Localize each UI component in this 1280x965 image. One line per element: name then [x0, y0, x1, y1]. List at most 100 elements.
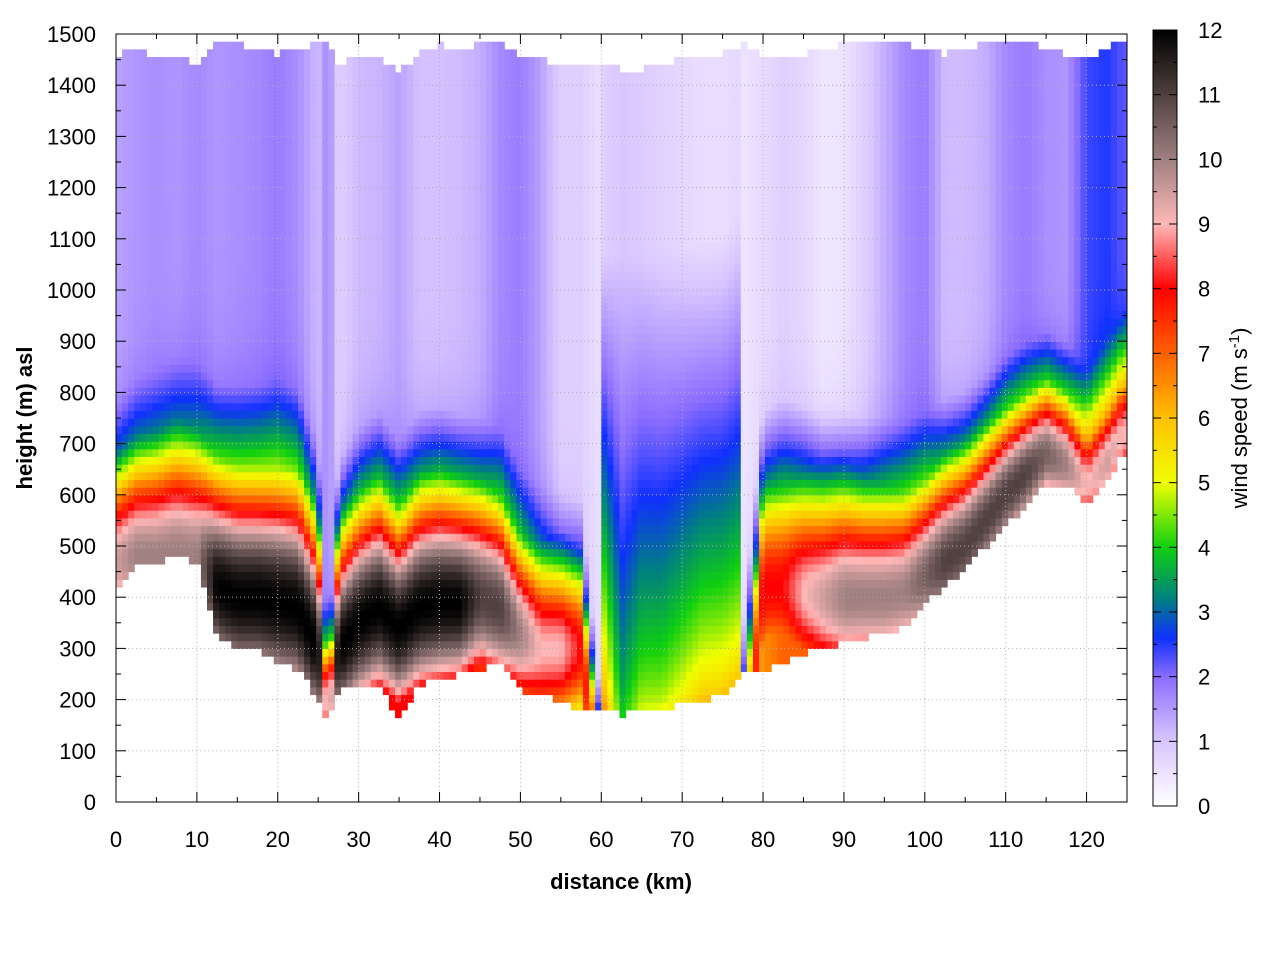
heatmap-cell: [213, 341, 220, 350]
heatmap-cell: [449, 249, 457, 258]
heatmap-cell: [358, 325, 366, 335]
heatmap-cell: [255, 256, 263, 265]
heatmap-cell: [304, 80, 311, 89]
heatmap-cell: [461, 318, 469, 327]
heatmap-cell: [176, 548, 184, 557]
heatmap-cell: [316, 648, 323, 657]
heatmap-cell: [486, 72, 493, 81]
heatmap-cell: [170, 325, 178, 335]
heatmap-cell: [122, 510, 129, 519]
heatmap-cell: [498, 202, 505, 212]
heatmap-cell: [479, 418, 487, 427]
heatmap-cell: [395, 533, 402, 542]
heatmap-cell: [213, 387, 220, 396]
heatmap-cell: [225, 371, 232, 381]
heatmap-cell: [316, 110, 323, 120]
heatmap-cell: [279, 126, 287, 135]
heatmap-cell: [297, 348, 305, 358]
heatmap-cell: [128, 103, 135, 112]
heatmap-cell: [467, 610, 475, 619]
heatmap-cell: [455, 464, 463, 473]
heatmap-cell: [467, 87, 475, 97]
heatmap-cell: [498, 425, 505, 434]
heatmap-cell: [364, 594, 372, 603]
heatmap-cell: [364, 479, 372, 488]
heatmap-cell: [419, 218, 426, 227]
heatmap-cell: [479, 602, 487, 611]
heatmap-cell: [176, 333, 184, 342]
heatmap-cell: [461, 264, 469, 273]
heatmap-cell: [382, 410, 390, 419]
heatmap-cell: [219, 410, 226, 419]
heatmap-cell: [249, 617, 257, 626]
heatmap-cell: [297, 563, 305, 573]
heatmap-cell: [455, 379, 463, 388]
heatmap-cell: [273, 371, 281, 381]
heatmap-cell: [467, 364, 475, 373]
heatmap-cell: [267, 348, 275, 358]
heatmap-cell: [401, 594, 408, 603]
heatmap-cell: [182, 487, 190, 496]
heatmap-cell: [128, 418, 135, 427]
heatmap-cell: [152, 80, 160, 89]
heatmap-cell: [200, 195, 208, 204]
heatmap-cell: [376, 325, 384, 335]
heatmap-cell: [395, 387, 402, 396]
heatmap-cell: [492, 325, 499, 335]
heatmap-cell: [279, 387, 287, 396]
heatmap-cell: [486, 379, 493, 388]
heatmap-cell: [504, 610, 511, 619]
heatmap-cell: [461, 233, 469, 242]
heatmap-cell: [146, 387, 153, 396]
heatmap-cell: [164, 172, 172, 181]
heatmap-cell: [449, 187, 457, 196]
heatmap-cell: [358, 418, 366, 427]
heatmap-cell: [388, 387, 396, 396]
heatmap-cell: [182, 394, 190, 404]
heatmap-cell: [443, 448, 451, 457]
heatmap-cell: [285, 341, 293, 350]
heatmap-cell: [340, 448, 348, 457]
heatmap-cell: [219, 348, 226, 358]
heatmap-cell: [116, 302, 123, 312]
heatmap-cell: [388, 394, 396, 404]
heatmap-cell: [316, 418, 323, 427]
heatmap-cell: [134, 494, 141, 504]
heatmap-cell: [116, 210, 123, 219]
heatmap-cell: [152, 256, 160, 265]
heatmap-cell: [455, 471, 463, 481]
heatmap-cell: [267, 617, 275, 626]
heatmap-cell: [431, 149, 439, 158]
heatmap-cell: [419, 479, 426, 488]
heatmap-cell: [273, 318, 281, 327]
heatmap-cell: [182, 195, 190, 204]
heatmap-cell: [473, 141, 481, 150]
heatmap-cell: [473, 195, 481, 204]
heatmap-cell: [479, 571, 487, 580]
heatmap-cell: [425, 418, 433, 427]
heatmap-cell: [370, 103, 378, 112]
heatmap-cell: [425, 233, 433, 242]
heatmap-cell: [358, 471, 366, 481]
heatmap-cell: [297, 433, 305, 442]
heatmap-cell: [486, 425, 493, 434]
heatmap-cell: [128, 556, 135, 565]
heatmap-cell: [176, 471, 184, 481]
heatmap-cell: [310, 617, 317, 626]
heatmap-cell: [395, 141, 402, 150]
heatmap-cell: [461, 364, 469, 373]
heatmap-cell: [419, 633, 426, 642]
heatmap-cell: [310, 633, 317, 642]
heatmap-cell: [425, 586, 433, 596]
heatmap-cell: [340, 371, 348, 381]
heatmap-cell: [134, 502, 141, 511]
heatmap-cell: [297, 610, 305, 619]
heatmap-cell: [413, 195, 420, 204]
heatmap-cell: [473, 425, 481, 434]
heatmap-cell: [498, 126, 505, 135]
heatmap-cell: [297, 548, 305, 557]
heatmap-cell: [425, 525, 433, 534]
heatmap-cell: [255, 110, 263, 120]
heatmap-cell: [328, 525, 335, 534]
heatmap-cell: [200, 72, 208, 81]
